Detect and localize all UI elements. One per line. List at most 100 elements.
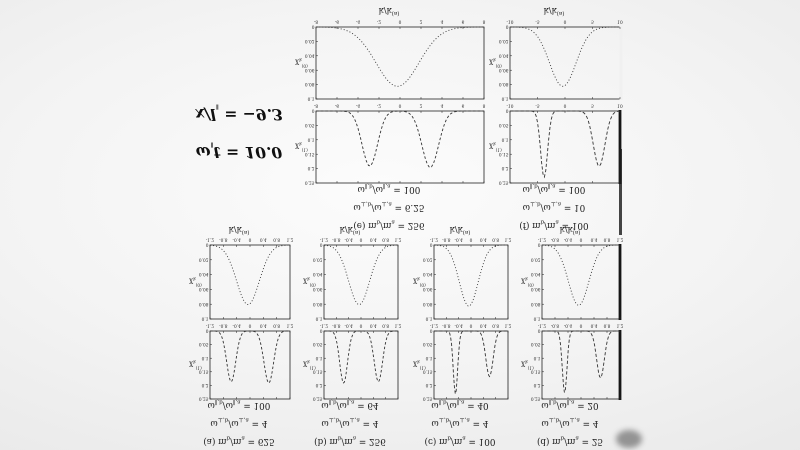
- svg-text:0: 0: [312, 24, 315, 29]
- svg-text:-8: -8: [314, 103, 318, 108]
- svg-text:0.2: 0.2: [308, 165, 315, 170]
- svg-text:0.06: 0.06: [199, 286, 209, 291]
- svg-text:-0.4: -0.4: [564, 237, 573, 242]
- svg-text:0.08: 0.08: [305, 81, 315, 86]
- svg-text:4: 4: [441, 103, 444, 108]
- svg-text:χk(0): χk(0): [295, 58, 308, 69]
- svg-text:0: 0: [506, 24, 509, 29]
- svg-text:0.08: 0.08: [313, 301, 323, 306]
- svg-text:-0.4: -0.4: [233, 323, 242, 328]
- svg-text:1.2: 1.2: [617, 237, 624, 242]
- svg-text:0.04: 0.04: [499, 52, 509, 57]
- svg-text:-0.4: -0.4: [345, 237, 354, 242]
- svg-text:10: 10: [617, 19, 623, 24]
- svg-text:0.04: 0.04: [423, 271, 433, 276]
- svg-text:0.15: 0.15: [313, 368, 323, 373]
- svg-text:0.02: 0.02: [305, 38, 315, 43]
- svg-text:0.1: 0.1: [534, 316, 541, 321]
- svg-text:-1.2: -1.2: [538, 237, 547, 242]
- svg-text:0.02: 0.02: [423, 256, 433, 261]
- figure-panel-f: (f) mb/ma = 100 ω⊥,b/ω⊥,a = 10 ω∥,b/ω∥,a =…: [486, 0, 623, 450]
- svg-text:0: 0: [399, 103, 402, 108]
- svg-text:0: 0: [320, 242, 323, 247]
- chi0-plot: 0.10.080.060.040.020-1.2 -0.8 -0.4 0 0.4 0.8 1…: [413, 237, 512, 321]
- svg-text:-1.2: -1.2: [430, 323, 439, 328]
- svg-text:-4: -4: [356, 19, 360, 24]
- svg-text:0.08: 0.08: [531, 301, 541, 306]
- svg-text:0.8: 0.8: [604, 237, 611, 242]
- svg-text:0: 0: [430, 328, 433, 333]
- svg-text:-1.2: -1.2: [206, 237, 215, 242]
- svg-text:10: 10: [617, 103, 623, 108]
- svg-text:χk(1): χk(1): [489, 142, 502, 153]
- svg-text:0.06: 0.06: [499, 67, 509, 72]
- svg-text:0: 0: [580, 323, 583, 328]
- svg-text:0.1: 0.1: [308, 136, 315, 141]
- svg-text:0.15: 0.15: [199, 368, 209, 373]
- svg-text:0.02: 0.02: [499, 38, 509, 43]
- svg-text:0.05: 0.05: [423, 341, 433, 346]
- svg-text:4: 4: [441, 19, 444, 24]
- svg-text:0.2: 0.2: [202, 382, 209, 387]
- svg-text:-0.8: -0.8: [442, 237, 451, 242]
- svg-text:0.2: 0.2: [502, 165, 509, 170]
- svg-text:0.04: 0.04: [531, 271, 541, 276]
- svg-text:-0.4: -0.4: [345, 323, 354, 328]
- svg-text:0.05: 0.05: [499, 122, 509, 127]
- svg-text:0.2: 0.2: [316, 382, 323, 387]
- svg-text:1.2: 1.2: [505, 323, 512, 328]
- svg-text:0.06: 0.06: [313, 286, 323, 291]
- svg-text:0: 0: [399, 19, 402, 24]
- panel-caption: (f) mb/ma = 100 ω⊥,b/ω⊥,a = 10 ω∥,b/ω∥,a =…: [519, 182, 589, 230]
- figure-panel-b: (b) mb/ma = 256 ω⊥,b/ω⊥,a = 4 ω∥,b/ω∥,a = …: [300, 0, 402, 450]
- svg-text:0: 0: [506, 108, 509, 113]
- svg-text:0.8: 0.8: [382, 323, 389, 328]
- svg-text:0.25: 0.25: [313, 396, 323, 401]
- svg-text:-4: -4: [356, 103, 360, 108]
- svg-text:0.1: 0.1: [502, 136, 509, 141]
- svg-text:0: 0: [538, 242, 541, 247]
- svg-text:0.15: 0.15: [499, 151, 509, 156]
- svg-text:0: 0: [580, 237, 583, 242]
- svg-text:0.15: 0.15: [423, 368, 433, 373]
- svg-text:0.4: 0.4: [480, 237, 487, 242]
- svg-text:0.05: 0.05: [305, 122, 315, 127]
- svg-text:0: 0: [312, 108, 315, 113]
- svg-text:0: 0: [206, 242, 209, 247]
- svg-text:0.8: 0.8: [273, 237, 280, 242]
- svg-text:2: 2: [420, 19, 423, 24]
- svg-text:-6: -6: [335, 103, 339, 108]
- ink-smudge: [616, 430, 642, 448]
- svg-text:0.08: 0.08: [199, 301, 209, 306]
- svg-text:-0.8: -0.8: [551, 323, 560, 328]
- svg-text:1.2: 1.2: [395, 323, 402, 328]
- svg-text:0.02: 0.02: [199, 256, 209, 261]
- svg-text:-1.2: -1.2: [320, 323, 329, 328]
- svg-text:1.2: 1.2: [617, 323, 624, 328]
- svg-text:χk(1): χk(1): [295, 142, 308, 153]
- svg-text:-0.4: -0.4: [233, 237, 242, 242]
- svg-text:-1.2: -1.2: [320, 237, 329, 242]
- svg-text:0.4: 0.4: [480, 323, 487, 328]
- svg-text:0: 0: [564, 103, 567, 108]
- svg-text:0: 0: [470, 323, 473, 328]
- figure-panel-d: (d) mb/ma = 25 ω⊥,b/ω⊥,a = 4 ω∥,b/ω∥,a = 2…: [518, 0, 624, 450]
- svg-text:-0.8: -0.8: [551, 237, 560, 242]
- figure-panel-e: (e) mb/ma = 256 ω⊥,b/ω⊥,a = 6.25 ω∥,b/ω∥,a…: [292, 0, 486, 450]
- svg-text:0.2: 0.2: [426, 382, 433, 387]
- svg-text:0.1: 0.1: [316, 316, 323, 321]
- svg-text:0.4: 0.4: [370, 237, 377, 242]
- svg-text:χk(0): χk(0): [303, 277, 316, 288]
- svg-text:-0.8: -0.8: [332, 323, 341, 328]
- svg-text:0.04: 0.04: [199, 271, 209, 276]
- svg-text:0.08: 0.08: [499, 81, 509, 86]
- svg-text:0.8: 0.8: [492, 237, 499, 242]
- svg-text:0.1: 0.1: [502, 96, 509, 101]
- svg-text:0.02: 0.02: [313, 256, 323, 261]
- panel-caption: (a) mb/ma = 625 ω⊥,b/ω⊥,a = 4 ω∥,b/ω∥,a = …: [203, 398, 275, 446]
- svg-text:0.04: 0.04: [305, 52, 315, 57]
- svg-text:0.1: 0.1: [202, 355, 209, 360]
- svg-text:0.1: 0.1: [534, 355, 541, 360]
- svg-text:-0.4: -0.4: [564, 323, 573, 328]
- svg-text:-1.2: -1.2: [430, 237, 439, 242]
